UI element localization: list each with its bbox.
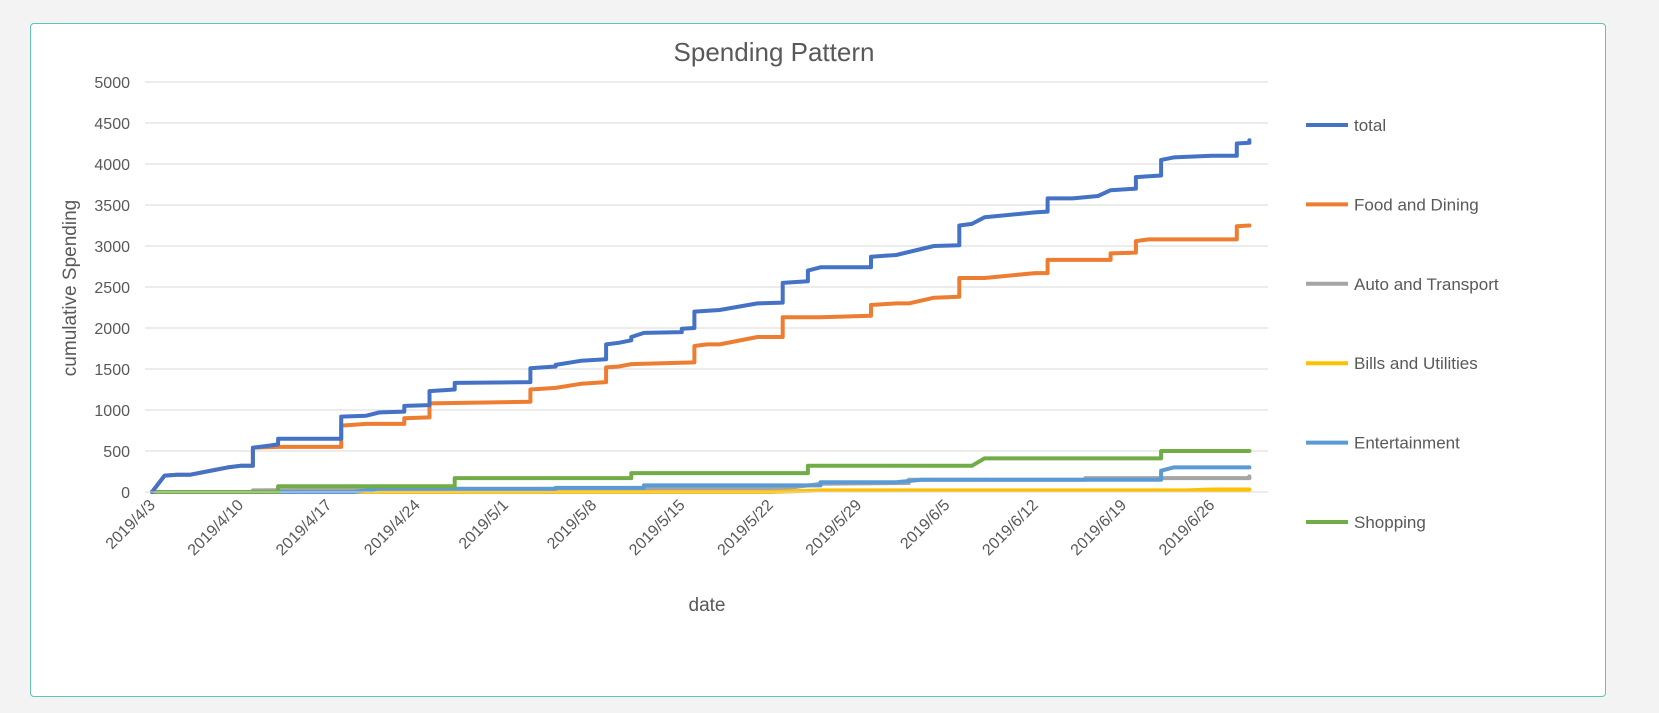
y-tick-label: 500 <box>103 444 130 461</box>
series-line-food-and-dining <box>150 223 1252 494</box>
gridlines <box>145 81 1268 452</box>
chart-title: Spending Pattern <box>674 37 875 67</box>
series-line-total <box>150 138 1252 494</box>
series-lines <box>150 138 1252 494</box>
y-tick-label: 2500 <box>94 280 130 297</box>
y-tick-label: 2000 <box>94 321 130 338</box>
x-tick-label: 2019/6/5 <box>897 497 953 553</box>
x-axis-ticks: 2019/4/3 2019/4/10 2019/4/17 2019/4/24 2019/… <box>103 497 1219 559</box>
legend-label: Entertainment <box>1354 434 1460 453</box>
x-tick-label: 2019/5/22 <box>715 497 777 559</box>
x-tick-label: 2019/5/8 <box>544 497 600 553</box>
x-tick-label: 2019/6/19 <box>1068 497 1130 559</box>
x-tick-label: 2019/4/10 <box>185 497 247 559</box>
legend-label: Shopping <box>1354 513 1426 532</box>
y-tick-label: 4000 <box>94 157 130 174</box>
x-tick-label: 2019/6/12 <box>979 497 1041 559</box>
series-line-entertainment <box>150 465 1252 494</box>
y-tick-label: 3000 <box>94 239 130 256</box>
y-tick-label: 1500 <box>94 362 130 379</box>
legend-label: Bills and Utilities <box>1354 354 1478 373</box>
legend-label: Food and Dining <box>1354 195 1479 214</box>
chart-frame <box>30 23 1606 697</box>
x-tick-label: 2019/5/15 <box>626 497 688 559</box>
legend-label: total <box>1354 116 1386 135</box>
x-axis-title: date <box>689 595 726 616</box>
y-tick-label: 0 <box>121 485 130 502</box>
y-tick-label: 4500 <box>94 116 130 133</box>
x-tick-label: 2019/4/17 <box>273 497 335 559</box>
legend: total Food and Dining Auto and Transport Bi… <box>1306 116 1499 532</box>
x-tick-label: 2019/4/24 <box>361 497 423 559</box>
x-tick-label: 2019/5/1 <box>456 497 512 553</box>
y-axis-title: cumulative Spending <box>60 200 81 376</box>
y-tick-label: 1000 <box>94 403 130 420</box>
x-tick-label: 2019/6/26 <box>1156 497 1218 559</box>
y-tick-label: 3500 <box>94 198 130 215</box>
y-axis-ticks: 0 500 1000 1500 2000 2500 3000 3500 4000 4500 5000 <box>94 75 130 502</box>
x-tick-label: 2019/5/29 <box>803 497 865 559</box>
y-tick-label: 5000 <box>94 75 130 92</box>
legend-label: Auto and Transport <box>1354 275 1499 294</box>
x-tick-label: 2019/4/3 <box>103 497 159 553</box>
series-line-shopping <box>150 449 1252 494</box>
